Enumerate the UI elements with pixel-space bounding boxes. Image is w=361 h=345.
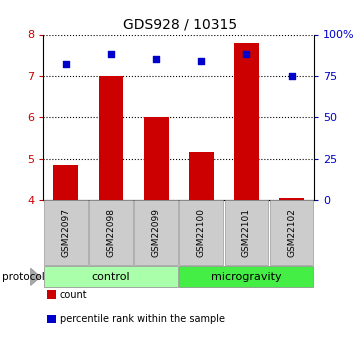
Text: microgravity: microgravity (211, 272, 282, 282)
Point (153, 57, 159, 62)
Point (289, 73, 295, 79)
Text: percentile rank within the sample: percentile rank within the sample (60, 314, 225, 324)
Text: GSM22102: GSM22102 (287, 208, 296, 257)
Bar (53, 165, 78, 200)
Point (243, 52, 249, 57)
Point (199, 58, 204, 64)
Bar (99, 76, 123, 200)
Text: GSM22101: GSM22101 (242, 208, 251, 257)
Text: GDS928 / 10315: GDS928 / 10315 (123, 17, 238, 31)
Text: control: control (92, 272, 130, 282)
Bar (189, 152, 214, 200)
Point (108, 52, 114, 57)
Point (63, 61, 69, 67)
Bar (144, 117, 169, 200)
Text: GSM22098: GSM22098 (106, 208, 116, 257)
Text: GSM22099: GSM22099 (152, 208, 161, 257)
Text: protocol: protocol (2, 272, 44, 282)
Text: GSM22097: GSM22097 (61, 208, 70, 257)
Text: count: count (60, 290, 87, 300)
Text: GSM22100: GSM22100 (197, 208, 206, 257)
Bar (279, 198, 304, 200)
Bar (234, 43, 259, 200)
